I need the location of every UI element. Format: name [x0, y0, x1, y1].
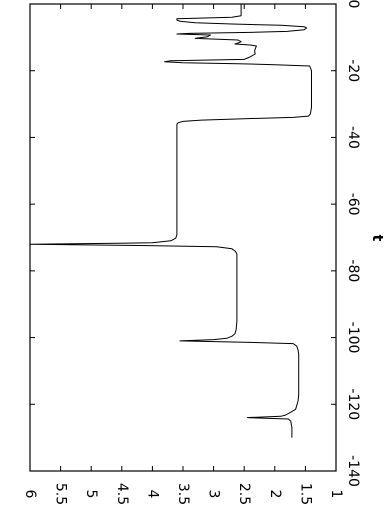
y-tick-label: 1 [328, 490, 344, 499]
y-tick-labels: 6 5.5 5 4.5 4 3.5 3 2.5 2 1.5 1 [22, 483, 344, 505]
y-tick-label: 5 [83, 490, 99, 499]
y-tick-label: 3.5 [175, 483, 191, 505]
x-tick-label: 0 [345, 0, 361, 8]
x-tick-labels: 0 -20 -40 -60 -80 -100 -120 -140 [345, 0, 361, 487]
y-tick-label: 3 [206, 490, 222, 499]
y-tick-label: 4.5 [114, 483, 130, 505]
series-line [29, 4, 312, 438]
y-tick-label: 1.5 [297, 483, 313, 505]
x-tick-label: -100 [345, 322, 361, 354]
x-tick-label: -120 [345, 388, 361, 420]
x-tick-label: -80 [345, 259, 361, 282]
y-tick-label: 2 [267, 490, 283, 499]
x-tick-label: -60 [345, 193, 361, 216]
x-axis-label: t [369, 235, 385, 242]
x-tick-label: -140 [345, 455, 361, 487]
plot-frame [29, 3, 337, 472]
x-tick-label: -20 [345, 59, 361, 82]
tick-marks [29, 3, 337, 472]
x-tick-label: -40 [345, 126, 361, 149]
y-tick-label: 6 [22, 490, 38, 499]
y-tick-label: 5.5 [53, 483, 69, 505]
y-tick-label: 4 [144, 490, 160, 499]
y-tick-label: 2.5 [236, 483, 252, 505]
